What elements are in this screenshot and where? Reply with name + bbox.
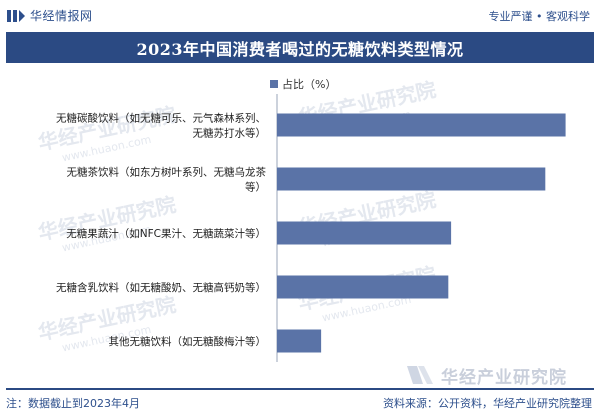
category-label-1: 无糖茶饮料（如东方树叶系列、无糖乌龙茶等） bbox=[67, 166, 267, 194]
footer-source: 资料来源：公开资料，华经产业研究院整理 bbox=[383, 397, 592, 410]
slogan: 专业严谨 • 客观科学 bbox=[488, 10, 590, 23]
bar-4 bbox=[277, 329, 322, 353]
brand-stamp: 华经产业研究院 bbox=[405, 362, 567, 388]
category-label-3: 无糖含乳饮料（如无糖酸奶、无糖高钙奶等） bbox=[56, 281, 266, 294]
title-band: 2023年中国消费者喝过的无糖饮料类型情况 bbox=[6, 32, 594, 63]
legend-swatch bbox=[270, 80, 278, 88]
bar-0 bbox=[277, 113, 566, 137]
legend: 占比（%） bbox=[270, 76, 336, 92]
chart-title: 2023年中国消费者喝过的无糖饮料类型情况 bbox=[136, 39, 464, 59]
category-label-line: 无糖苏打水等） bbox=[193, 127, 267, 140]
footer-note: 注：数据截止到2023年4月 bbox=[6, 397, 140, 410]
category-label-line: 无糖碳酸饮料（如无糖可乐、元气森林系列、 bbox=[56, 112, 266, 125]
bar-3 bbox=[277, 275, 449, 299]
footer-divider bbox=[6, 388, 594, 390]
category-label-2: 无糖果蔬汁（如NFC果汁、无糖蔬菜汁等） bbox=[66, 227, 266, 240]
bar-group bbox=[277, 113, 566, 353]
category-label-line: 等） bbox=[245, 181, 266, 194]
category-label-group: 无糖碳酸饮料（如无糖可乐、元气森林系列、无糖苏打水等） 无糖茶饮料（如东方树叶系列… bbox=[56, 112, 266, 349]
top-bar: 华经情报网 专业严谨 • 客观科学 bbox=[0, 0, 600, 30]
category-label-4: 其他无糖饮料（如无糖酸梅汁等） bbox=[109, 335, 267, 348]
logo-text: 华经情报网 bbox=[30, 9, 93, 23]
bar-2 bbox=[277, 221, 452, 245]
category-label-line: 无糖含乳饮料（如无糖酸奶、无糖高钙奶等） bbox=[56, 281, 266, 294]
category-label-line: 无糖果蔬汁（如NFC果汁、无糖蔬菜汁等） bbox=[66, 227, 266, 240]
category-label-line: 无糖茶饮料（如东方树叶系列、无糖乌龙茶 bbox=[67, 166, 267, 179]
logo-icon bbox=[7, 9, 25, 22]
category-label-0: 无糖碳酸饮料（如无糖可乐、元气森林系列、无糖苏打水等） bbox=[56, 112, 266, 140]
category-label-line: 其他无糖饮料（如无糖酸梅汁等） bbox=[109, 335, 267, 348]
brand-stamp-icon bbox=[407, 366, 433, 384]
bar-1 bbox=[277, 167, 546, 191]
logo: 华经情报网 bbox=[6, 7, 93, 24]
brand-stamp-text: 华经产业研究院 bbox=[441, 367, 567, 388]
legend-label: 占比（%） bbox=[282, 78, 337, 91]
